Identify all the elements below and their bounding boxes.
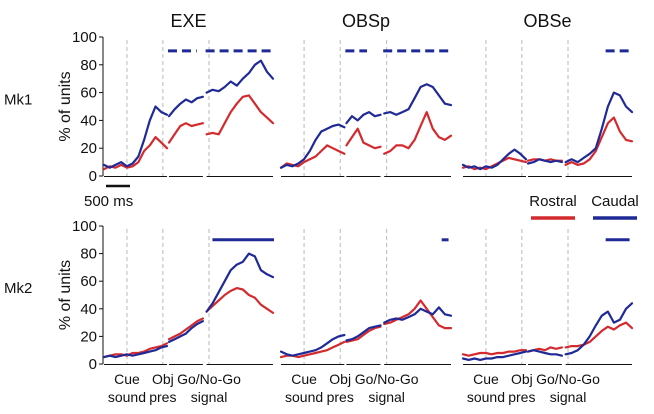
epoch-label-bottom: sound xyxy=(108,389,146,405)
y-tick-label: 80 xyxy=(80,246,97,263)
rostral-series-line xyxy=(345,325,382,343)
y-tick-label: 100 xyxy=(72,29,97,46)
panels xyxy=(102,40,634,365)
rostral-series-line xyxy=(102,342,169,359)
caudal-series-line xyxy=(345,324,382,342)
epoch-label-top: Cue xyxy=(291,371,317,387)
column-titles: EXE OBSp OBSe xyxy=(170,11,571,31)
rostral-series-line xyxy=(205,287,275,314)
y-tick-label: 60 xyxy=(80,85,97,102)
epoch-label-top: Obj xyxy=(152,371,174,387)
rostral-series-line xyxy=(461,156,528,171)
rostral-series-line xyxy=(167,122,204,144)
caudal-series-line xyxy=(461,350,528,361)
annotations: CuesoundObjpresGo/No-GosignalCuesoundObj… xyxy=(84,184,639,405)
epoch-label-top: Go/No-Go xyxy=(355,371,419,387)
epoch-label-top: Go/No-Go xyxy=(536,371,600,387)
y-tick-label: 60 xyxy=(80,273,97,290)
rostral-series-line xyxy=(345,127,382,150)
caudal-series-line xyxy=(383,306,453,324)
caudal-series-line xyxy=(526,349,564,357)
caudal-series-line xyxy=(205,59,275,94)
column-title-obse: OBSe xyxy=(523,11,571,31)
column-title-exe: EXE xyxy=(170,11,206,31)
y-tick-label: 100 xyxy=(72,218,97,235)
caudal-series-line xyxy=(279,333,346,357)
panel-mk2-obsp xyxy=(279,229,453,365)
scale-bar-label: 500 ms xyxy=(84,193,133,210)
panel-mk2-obse xyxy=(461,229,634,365)
panel-mk1-obsp xyxy=(279,40,453,177)
epoch-label-bottom: signal xyxy=(550,389,587,405)
caudal-series-line xyxy=(526,158,564,165)
y-tick-label: 0 xyxy=(89,168,97,185)
epoch-label-bottom: pres xyxy=(149,389,176,405)
row-label-mk1: Mk1 xyxy=(4,92,32,109)
epoch-label-top: Cue xyxy=(114,371,140,387)
epoch-label-top: Go/No-Go xyxy=(177,371,241,387)
y-tick-label: 80 xyxy=(80,57,97,74)
epoch-label-bottom: sound xyxy=(467,389,505,405)
row-label-mk2: Mk2 xyxy=(4,280,32,297)
rostral-series-line xyxy=(205,94,275,136)
epoch-label-top: Obj xyxy=(511,371,533,387)
y-tick-label: 40 xyxy=(80,112,97,129)
panel-mk2-exe xyxy=(102,229,275,365)
rostral-series-line xyxy=(167,317,204,341)
caudal-series-line xyxy=(564,302,634,356)
rostral-series-line xyxy=(383,110,453,155)
row-labels: Mk1 % of units 0 20 40 60 80 100 Mk2 % of units 0 2… xyxy=(4,29,104,373)
epoch-label-bottom: pres xyxy=(327,389,354,405)
caudal-series-line xyxy=(279,123,346,169)
rostral-series-line xyxy=(102,136,169,171)
caudal-series-line xyxy=(102,345,169,359)
y-axis-title: % of units xyxy=(57,260,74,330)
rostral-series-line xyxy=(564,321,634,349)
caudal-series-line xyxy=(345,110,382,125)
epoch-label-top: Obj xyxy=(329,371,351,387)
y-tick-label: 0 xyxy=(89,356,97,373)
epoch-label-top: Cue xyxy=(473,371,499,387)
caudal-series-line xyxy=(102,105,169,169)
rostral-series-line xyxy=(279,144,346,169)
caudal-series-line xyxy=(461,148,528,171)
y-axis-title: % of units xyxy=(57,71,74,141)
caudal-series-line xyxy=(167,320,204,343)
y-tick-label: 20 xyxy=(80,328,97,345)
rostral-series-line xyxy=(564,116,634,166)
panel-mk1-exe xyxy=(102,40,275,177)
caudal-series-line xyxy=(205,252,275,313)
y-tick-label: 20 xyxy=(80,140,97,157)
rostral-series-line xyxy=(461,349,528,357)
caudal-series-line xyxy=(383,83,453,116)
epoch-label-bottom: pres xyxy=(508,389,535,405)
legend-label-caudal: Caudal xyxy=(591,193,639,210)
column-title-obsp: OBSp xyxy=(342,11,390,31)
epoch-label-bottom: signal xyxy=(191,389,228,405)
caudal-series-line xyxy=(564,91,634,164)
rostral-series-line xyxy=(383,299,453,330)
panel-mk1-obse xyxy=(461,40,634,177)
epoch-label-bottom: signal xyxy=(368,389,405,405)
y-tick-label: 40 xyxy=(80,301,97,318)
caudal-series-line xyxy=(167,95,204,118)
legend-label-rostral: Rostral xyxy=(529,193,577,210)
epoch-label-bottom: sound xyxy=(285,389,323,405)
